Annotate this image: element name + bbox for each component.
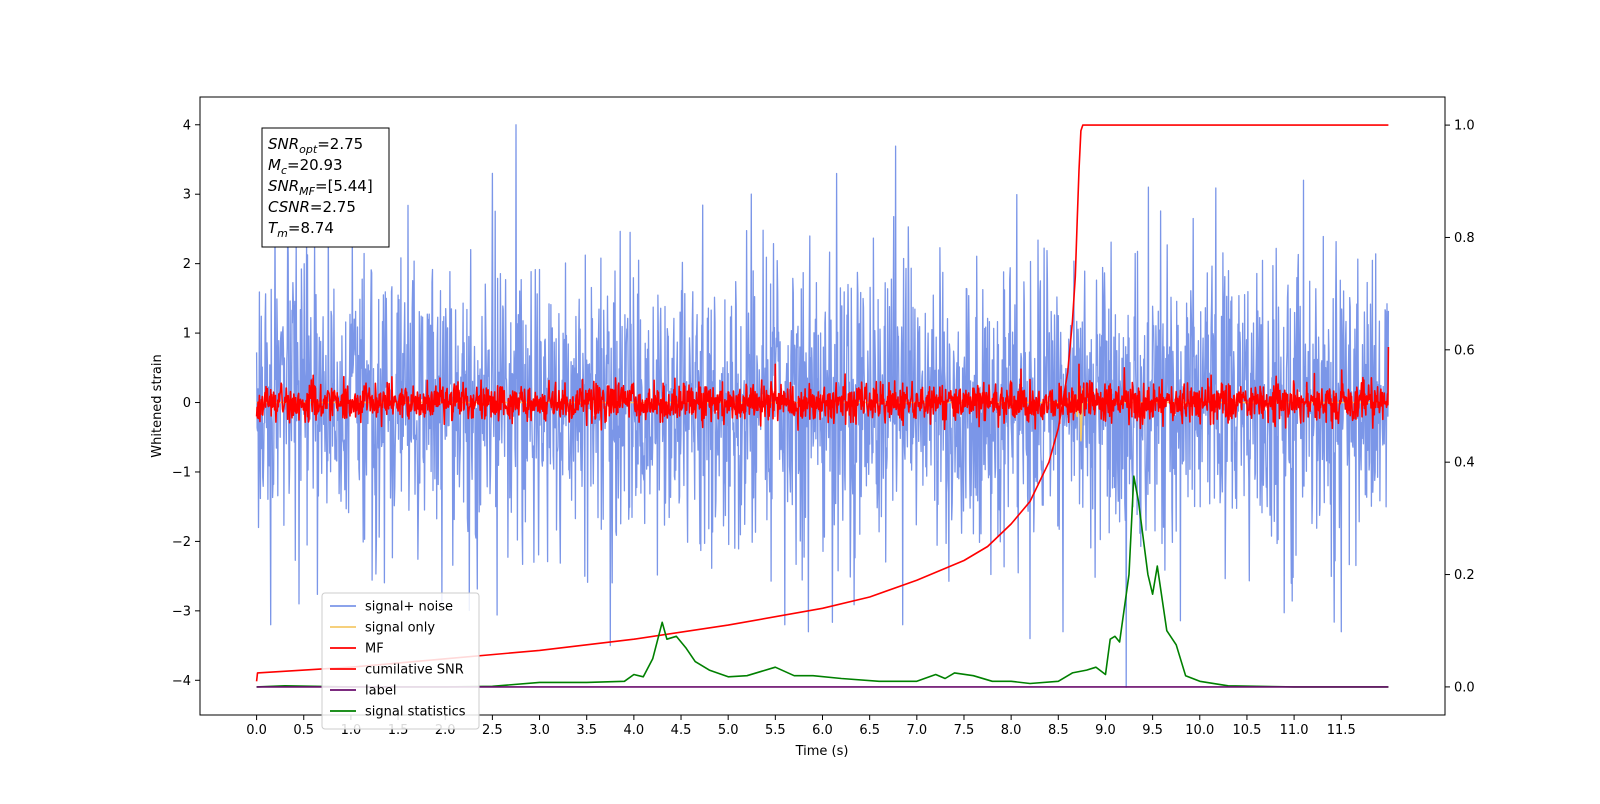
y2-tick-label: 0.2 bbox=[1454, 568, 1475, 583]
x-tick-label: 3.5 bbox=[576, 723, 597, 738]
annotation-line: CSNR=2.75 bbox=[268, 198, 356, 216]
axes-layer: 0.0 0.5 1.0 1.5 2.0 2.5 3.0 3.5 4.0 4.5 5.0 5.5 6.0 6… bbox=[172, 118, 1475, 738]
y2-tick-label: 0.6 bbox=[1454, 343, 1475, 358]
x-tick-label: 9.5 bbox=[1142, 723, 1163, 738]
stats-annotation-box: SNRopt=2.75Mc=20.93SNRMF=[5.44]CSNR=2.75… bbox=[261, 127, 390, 248]
annotation-line: SNRMF=[5.44] bbox=[268, 177, 373, 198]
x-tick-label: 7.0 bbox=[906, 723, 927, 738]
x-tick-label: 7.5 bbox=[954, 723, 975, 738]
x-tick-label: 3.0 bbox=[529, 723, 550, 738]
y-tick-label: −4 bbox=[172, 674, 191, 689]
x-axis-label: Time (s) bbox=[795, 744, 849, 759]
legend: signal+ noise signal only MF cumilative SNR… bbox=[321, 592, 480, 730]
y2-tick-label: 0.0 bbox=[1454, 680, 1475, 695]
x-tick-label: 4.0 bbox=[624, 723, 645, 738]
series-signal-statistics bbox=[256, 475, 1389, 688]
x-tick-label: 5.0 bbox=[718, 723, 739, 738]
x-tick-label: 10.5 bbox=[1232, 723, 1261, 738]
y-axis-label: Whitened strain bbox=[150, 354, 165, 457]
x-tick-label: 9.0 bbox=[1095, 723, 1116, 738]
annotation-line: Mc=20.93 bbox=[268, 156, 343, 177]
x-tick-label: 11.0 bbox=[1280, 723, 1309, 738]
y-tick-label: 0 bbox=[183, 396, 191, 411]
legend-label: signal+ noise bbox=[365, 600, 453, 615]
legend-label: signal statistics bbox=[365, 705, 466, 720]
annotation-frame bbox=[261, 127, 390, 248]
legend-label: label bbox=[365, 684, 396, 699]
legend-frame bbox=[321, 592, 480, 730]
x-tick-label: 2.5 bbox=[482, 723, 503, 738]
y-tick-label: 1 bbox=[183, 327, 191, 342]
y-tick-label: −1 bbox=[172, 465, 191, 480]
y-tick-label: 2 bbox=[183, 257, 191, 272]
y2-tick-label: 0.4 bbox=[1454, 456, 1475, 471]
x-tick-label: 5.5 bbox=[765, 723, 786, 738]
annotation-line: SNRopt=2.75 bbox=[268, 135, 363, 156]
x-tick-label: 6.0 bbox=[812, 723, 833, 738]
y2-tick-label: 0.8 bbox=[1454, 231, 1475, 246]
series-cumilative-snr bbox=[255, 124, 1389, 682]
x-tick-label: 11.5 bbox=[1327, 723, 1356, 738]
x-tick-label: 10.0 bbox=[1185, 723, 1214, 738]
y2-tick-label: 1.0 bbox=[1454, 119, 1475, 134]
x-tick-label: 0.5 bbox=[293, 723, 314, 738]
y-tick-label: 3 bbox=[183, 188, 191, 203]
y-tick-label: 4 bbox=[183, 118, 191, 133]
x-tick-label: 8.5 bbox=[1048, 723, 1069, 738]
annotation-line: Tm=8.74 bbox=[268, 219, 334, 240]
x-tick-label: 6.5 bbox=[859, 723, 880, 738]
legend-label: cumilative SNR bbox=[365, 663, 464, 678]
y-tick-label: −2 bbox=[172, 535, 191, 550]
x-tick-label: 8.0 bbox=[1001, 723, 1022, 738]
x-tick-label: 4.5 bbox=[671, 723, 692, 738]
x-tick-label: 0.0 bbox=[246, 723, 267, 738]
y-tick-label: −3 bbox=[172, 604, 191, 619]
series-mf bbox=[255, 346, 1390, 431]
legend-label: signal only bbox=[365, 621, 435, 636]
legend-label: MF bbox=[365, 642, 384, 657]
